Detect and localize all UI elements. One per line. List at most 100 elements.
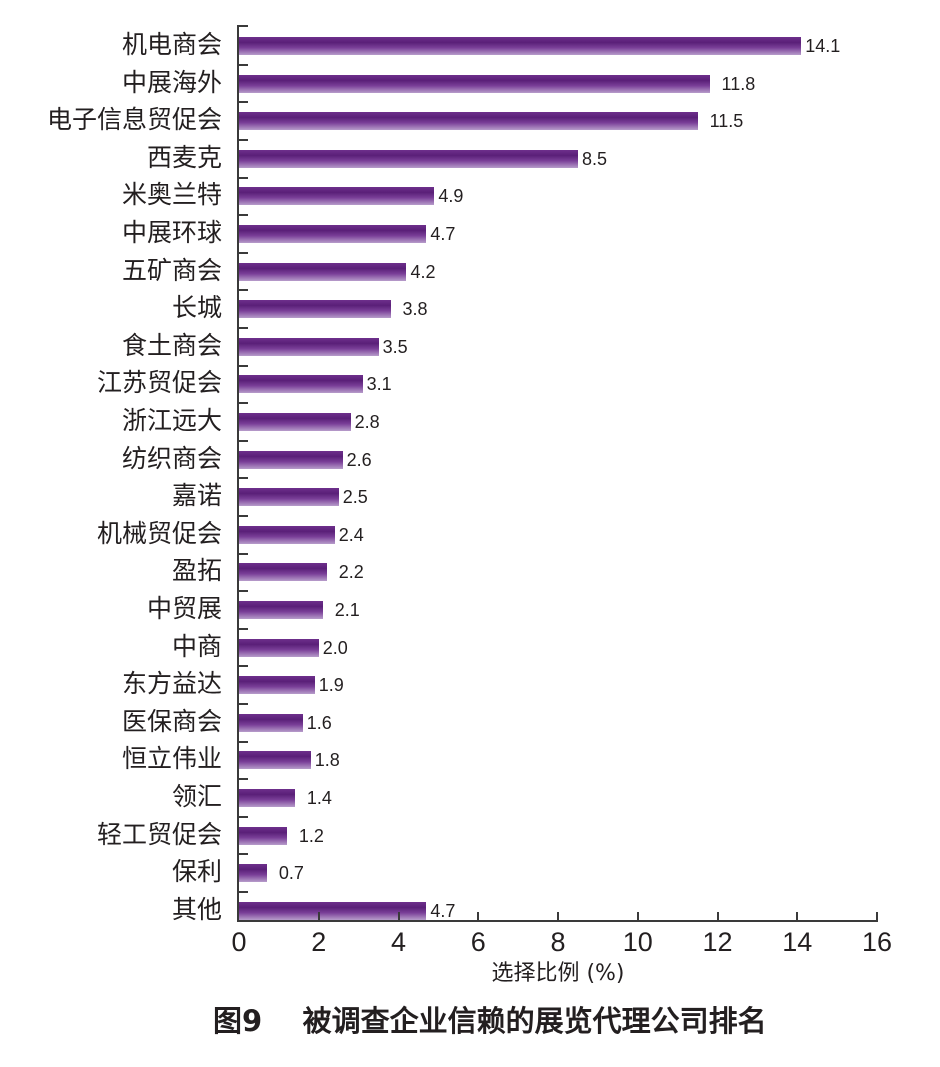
bar [239, 638, 319, 657]
category-label: 机械贸促会 [96, 518, 222, 548]
y-tick [237, 778, 248, 781]
y-tick [237, 214, 248, 217]
category-label: 盈拓 [171, 556, 222, 586]
bar [239, 789, 295, 807]
bar [239, 864, 267, 883]
x-axis-line [237, 920, 878, 922]
value-label: 2.1 [334, 600, 360, 620]
bar [239, 74, 710, 93]
value-label: 2.8 [354, 412, 380, 432]
y-tick [237, 853, 248, 856]
category-label: 电子信息贸促会 [46, 105, 222, 135]
bar [239, 751, 311, 770]
y-tick [237, 289, 248, 292]
category-label: 米奥兰特 [121, 180, 222, 210]
y-tick [237, 891, 248, 893]
bar [239, 225, 427, 243]
y-tick [237, 477, 248, 480]
category-label: 中展海外 [121, 67, 222, 97]
y-tick [237, 402, 248, 405]
bar [239, 337, 379, 356]
category-label: 西麦克 [146, 142, 222, 172]
bar [239, 149, 578, 168]
bar [239, 450, 343, 469]
category-label: 中商 [171, 631, 222, 661]
value-label: 11.5 [709, 111, 744, 132]
category-label: 保利 [171, 857, 222, 887]
y-tick [237, 627, 248, 630]
value-label: 3.5 [382, 336, 408, 357]
x-tick [716, 912, 719, 921]
category-label: 中贸展 [146, 594, 222, 623]
figure-caption: 图9 被调查企业信赖的展览代理公司排名 [213, 1001, 767, 1041]
bar [239, 488, 339, 507]
value-label: 8.5 [581, 148, 607, 169]
y-tick [237, 552, 248, 555]
category-label: 纺织商会 [121, 443, 222, 473]
value-label: 0.7 [278, 863, 304, 884]
x-tick-label: 16 [861, 927, 893, 957]
value-label: 4.9 [438, 186, 464, 207]
value-label: 2.2 [338, 562, 364, 583]
x-tick-label: 6 [470, 927, 486, 957]
category-label: 其他 [171, 894, 222, 924]
x-tick [876, 912, 878, 921]
value-label: 1.2 [298, 825, 324, 846]
bar [239, 262, 407, 281]
figure-title: 被调查企业信赖的展览代理公司排名 [302, 1004, 767, 1038]
x-tick-label: 10 [622, 927, 653, 957]
value-label: 1.4 [306, 788, 332, 808]
bar [239, 601, 323, 619]
value-label: 1.8 [314, 750, 340, 771]
value-label: 11.8 [721, 73, 756, 94]
bar [239, 676, 315, 695]
y-tick [237, 703, 248, 705]
bar [239, 300, 391, 319]
y-tick [237, 101, 248, 104]
x-tick-label: 8 [550, 927, 566, 957]
x-tick-label: 12 [702, 927, 733, 957]
category-label: 领汇 [171, 782, 222, 811]
y-tick [237, 665, 248, 668]
y-tick [237, 740, 248, 743]
category-label: 机电商会 [121, 30, 222, 59]
y-tick [237, 515, 248, 517]
y-tick [237, 815, 248, 818]
y-tick [237, 364, 248, 367]
y-tick [237, 63, 248, 66]
x-tick [636, 912, 639, 921]
category-label: 食土商会 [121, 330, 222, 360]
value-label: 1.6 [306, 712, 332, 733]
bar [239, 413, 351, 431]
value-label: 4.2 [410, 261, 436, 282]
x-tick [397, 912, 400, 921]
value-label: 2.5 [342, 487, 368, 508]
bar [239, 187, 435, 206]
value-label: 4.7 [430, 224, 456, 244]
category-label: 五矿商会 [121, 255, 222, 285]
y-axis-line [237, 25, 239, 921]
category-label: 长城 [171, 293, 222, 323]
x-tick [796, 912, 799, 921]
category-label: 恒立伟业 [121, 744, 222, 774]
y-tick [237, 139, 248, 141]
value-label: 4.7 [430, 900, 456, 921]
value-label: 14.1 [805, 36, 841, 56]
y-tick [237, 25, 248, 27]
x-tick [317, 912, 320, 921]
x-tick-label: 4 [390, 927, 407, 957]
category-label: 东方益达 [121, 669, 222, 699]
value-label: 2.4 [338, 524, 364, 545]
x-axis-title: 选择比例 (%) [491, 961, 625, 986]
bar [239, 901, 427, 920]
category-label: 浙江远大 [121, 406, 222, 435]
category-label: 嘉诺 [171, 481, 222, 511]
bar [239, 525, 335, 544]
bar [239, 713, 303, 732]
y-tick [237, 590, 248, 593]
y-tick [237, 251, 248, 254]
value-label: 3.1 [366, 374, 392, 395]
bar [239, 112, 698, 131]
category-label: 江苏贸促会 [96, 368, 222, 398]
